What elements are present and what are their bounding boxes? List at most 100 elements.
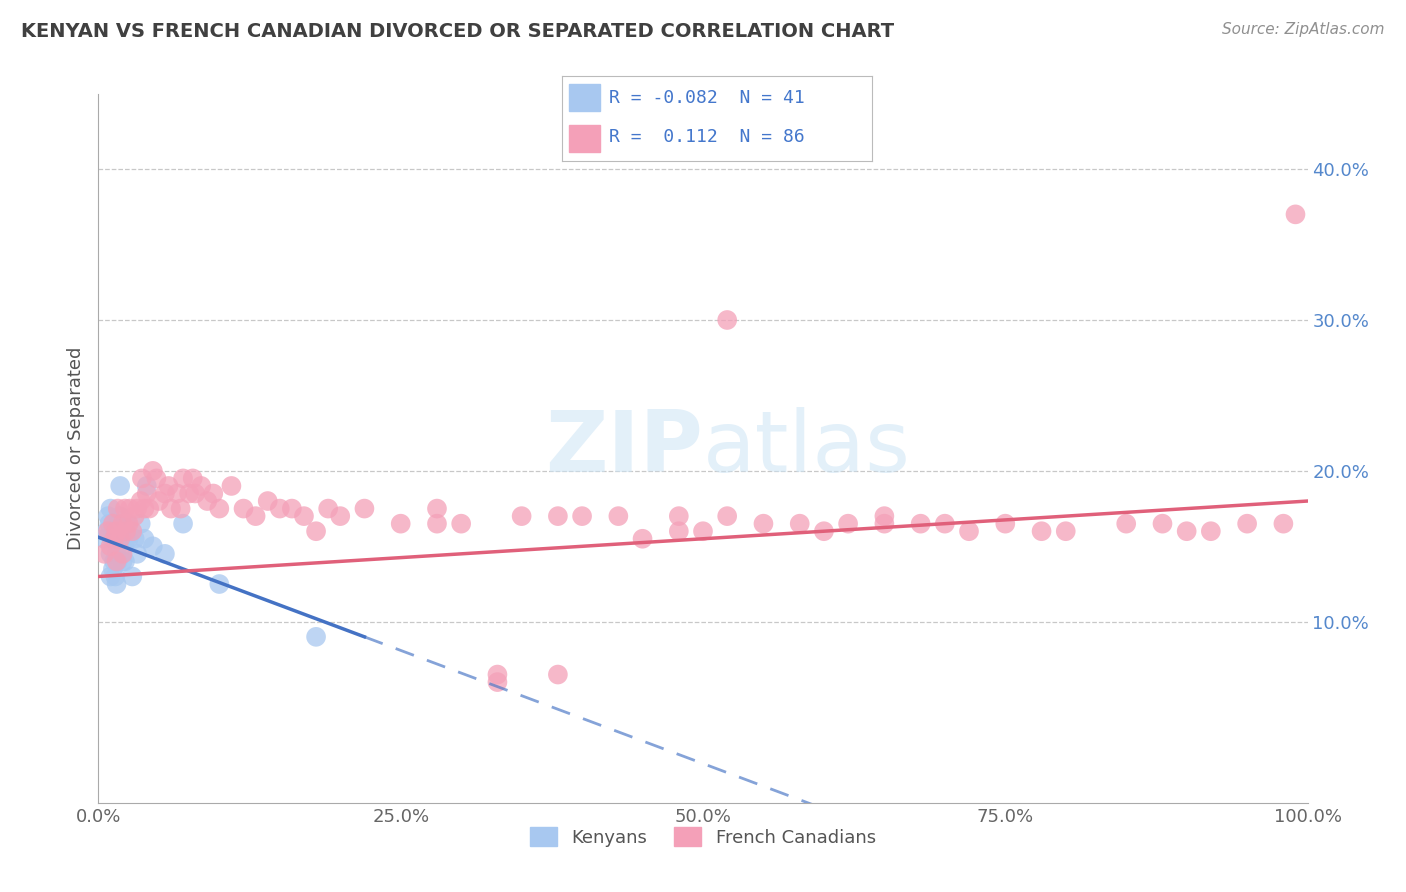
Point: [813, 524, 835, 539]
Point: [281, 501, 304, 516]
Point: [957, 524, 980, 539]
Point: [873, 509, 896, 524]
Point: [134, 532, 156, 546]
Point: [107, 532, 129, 546]
Point: [486, 675, 509, 690]
Point: [1152, 516, 1174, 531]
Point: [124, 509, 146, 524]
Point: [145, 471, 167, 485]
Point: [96, 524, 118, 539]
Text: R = -0.082  N = 41: R = -0.082 N = 41: [609, 89, 804, 107]
Point: [1272, 516, 1295, 531]
Point: [934, 516, 956, 531]
Point: [1115, 516, 1137, 531]
Point: [166, 486, 188, 500]
Point: [100, 532, 122, 546]
Point: [181, 471, 204, 485]
Point: [121, 569, 143, 583]
Point: [138, 501, 160, 516]
Point: [607, 509, 630, 524]
Point: [1199, 524, 1222, 539]
Point: [101, 524, 124, 539]
Point: [118, 501, 141, 516]
Point: [486, 667, 509, 681]
Point: [547, 509, 569, 524]
Point: [111, 547, 134, 561]
Point: [103, 554, 125, 568]
Point: [305, 630, 328, 644]
Point: [112, 539, 135, 553]
Point: [110, 532, 132, 546]
Point: [101, 516, 124, 531]
Point: [127, 501, 149, 516]
Point: [305, 524, 328, 539]
Point: [108, 509, 131, 524]
Point: [179, 486, 201, 500]
Point: [104, 569, 127, 583]
Point: [103, 532, 125, 546]
Point: [135, 479, 157, 493]
Point: [111, 516, 134, 531]
Text: atlas: atlas: [703, 407, 911, 490]
Bar: [568, 85, 599, 112]
Point: [118, 532, 141, 546]
Point: [873, 516, 896, 531]
Point: [245, 509, 267, 524]
Point: [124, 532, 146, 546]
Point: [1284, 207, 1306, 221]
Point: [316, 501, 339, 516]
Point: [97, 509, 120, 524]
Point: [114, 554, 136, 568]
Point: [100, 539, 122, 553]
Point: [105, 554, 128, 568]
Point: [353, 501, 375, 516]
Point: [135, 486, 157, 500]
Point: [148, 494, 170, 508]
Point: [115, 524, 138, 539]
Point: [426, 501, 449, 516]
Point: [190, 479, 212, 493]
Point: [105, 516, 128, 531]
Point: [118, 516, 141, 531]
Point: [752, 516, 775, 531]
Point: [108, 532, 131, 546]
Point: [269, 501, 291, 516]
Point: [153, 486, 176, 500]
Point: [114, 501, 136, 516]
Point: [121, 524, 143, 539]
Point: [910, 516, 932, 531]
Point: [329, 509, 352, 524]
Point: [142, 464, 165, 478]
Point: [93, 532, 115, 546]
Point: [108, 516, 131, 531]
Point: [631, 532, 654, 546]
Point: [1236, 516, 1258, 531]
Text: Source: ZipAtlas.com: Source: ZipAtlas.com: [1222, 22, 1385, 37]
Point: [115, 532, 138, 546]
Point: [107, 554, 129, 568]
Point: [134, 501, 156, 516]
Point: [100, 547, 122, 561]
Point: [208, 577, 231, 591]
Point: [232, 501, 254, 516]
Text: KENYAN VS FRENCH CANADIAN DIVORCED OR SEPARATED CORRELATION CHART: KENYAN VS FRENCH CANADIAN DIVORCED OR SE…: [21, 22, 894, 41]
Point: [1175, 524, 1198, 539]
Point: [108, 479, 131, 493]
Point: [202, 486, 225, 500]
Point: [111, 516, 134, 531]
Point: [98, 516, 121, 531]
Point: [1054, 524, 1077, 539]
Point: [169, 501, 191, 516]
Point: [105, 547, 128, 561]
Point: [1031, 524, 1053, 539]
Point: [101, 562, 124, 576]
Point: [837, 516, 859, 531]
Point: [93, 547, 115, 561]
Point: [716, 313, 738, 327]
Point: [994, 516, 1017, 531]
Point: [571, 509, 593, 524]
Point: [127, 547, 149, 561]
Point: [426, 516, 449, 531]
Point: [107, 501, 129, 516]
Point: [789, 516, 811, 531]
